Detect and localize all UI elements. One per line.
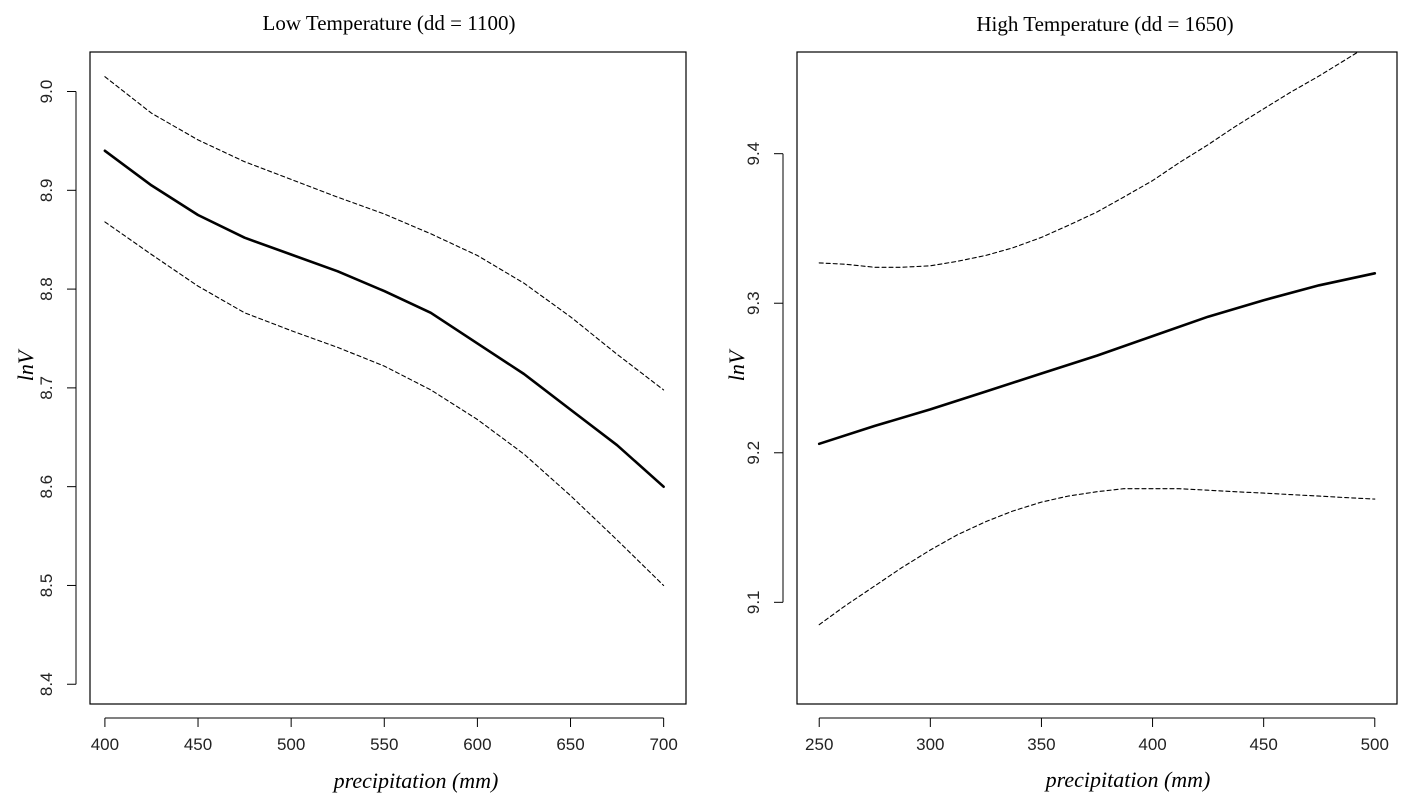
x-tick-label: 400 bbox=[91, 735, 119, 754]
plot-frame bbox=[89, 51, 687, 705]
y-tick-label: 9.3 bbox=[744, 291, 763, 315]
x-tick-label: 650 bbox=[556, 735, 584, 754]
x-tick-label: 450 bbox=[1249, 735, 1277, 754]
y-tick-label: 9.0 bbox=[37, 80, 56, 104]
fitted-line bbox=[817, 271, 1377, 446]
fitted-line bbox=[103, 149, 665, 489]
y-axis-label: lnV bbox=[13, 348, 38, 381]
x-axis-label: precipitation (mm) bbox=[1044, 767, 1211, 792]
y-tick-label: 9.2 bbox=[744, 441, 763, 465]
lower-confidence-band bbox=[818, 488, 1376, 626]
chart-title: High Temperature (dd = 1650) bbox=[976, 12, 1233, 36]
x-tick-label: 550 bbox=[370, 735, 398, 754]
chart-title: Low Temperature (dd = 1100) bbox=[263, 11, 516, 35]
y-tick-label: 8.5 bbox=[37, 574, 56, 598]
y-tick-label: 9.4 bbox=[744, 142, 763, 166]
y-tick-label: 8.9 bbox=[37, 178, 56, 202]
panel-high-temperature: High Temperature (dd = 1650) precipitati… bbox=[724, 12, 1398, 792]
x-axis-label: precipitation (mm) bbox=[332, 768, 499, 793]
x-tick-label: 400 bbox=[1138, 735, 1166, 754]
upper-confidence-band bbox=[104, 76, 665, 391]
y-tick-label: 8.7 bbox=[37, 376, 56, 400]
x-tick-label: 700 bbox=[649, 735, 677, 754]
y-tick-label: 8.4 bbox=[37, 672, 56, 696]
y-axis-label: lnV bbox=[724, 348, 749, 381]
x-tick-label: 600 bbox=[463, 735, 491, 754]
x-tick-label: 450 bbox=[184, 735, 212, 754]
panel-low-temperature: Low Temperature (dd = 1100) precipitatio… bbox=[13, 11, 687, 793]
x-tick-label: 500 bbox=[1361, 735, 1389, 754]
lower-confidence-band bbox=[104, 221, 665, 587]
x-tick-label: 500 bbox=[277, 735, 305, 754]
x-tick-label: 250 bbox=[805, 735, 833, 754]
y-tick-label: 8.6 bbox=[37, 475, 56, 499]
x-tick-label: 300 bbox=[916, 735, 944, 754]
plot-frame bbox=[796, 51, 1398, 705]
y-tick-label: 9.1 bbox=[744, 590, 763, 614]
y-tick-label: 8.8 bbox=[37, 277, 56, 301]
x-tick-label: 350 bbox=[1027, 735, 1055, 754]
upper-confidence-band bbox=[818, 52, 1359, 268]
